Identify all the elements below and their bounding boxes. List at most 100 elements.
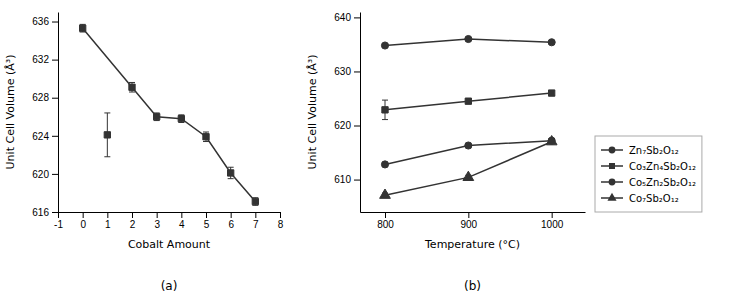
marker (381, 161, 388, 168)
series (104, 113, 110, 157)
tick-mark (58, 212, 59, 218)
tick-label: 620 (32, 169, 49, 180)
panel: 800 900 1000 610 620 630 640 Temperature (°C) Un… (306, 12, 586, 293)
tick: 0 (80, 212, 86, 230)
tick-mark (52, 136, 58, 137)
marker (463, 171, 474, 180)
x-axis: -1012345678 (54, 212, 284, 230)
error-bar (203, 132, 209, 142)
tick: 632 (32, 54, 58, 65)
tick-label: 636 (32, 16, 49, 27)
tick-mark (552, 212, 553, 218)
marker (548, 39, 555, 46)
error-bar (129, 82, 135, 92)
y-axis-title: Unit Cell Volume (Å³) (306, 55, 319, 170)
tick-label: 6 (228, 219, 234, 230)
legend-entry: Zn₇Sb₂O₁₂ (601, 145, 679, 156)
tick: 640 (334, 12, 360, 23)
y-axis: 616620624628632636 (32, 13, 58, 218)
error-bar (382, 100, 388, 119)
marker (129, 84, 135, 90)
marker (465, 35, 472, 42)
tick-mark (52, 98, 58, 99)
error-bar (178, 115, 184, 123)
tick-mark (181, 212, 182, 218)
tick-mark (107, 212, 108, 218)
tick-mark (354, 180, 360, 181)
tick-mark (280, 212, 281, 218)
tick: 620 (334, 120, 360, 131)
tick: 5 (204, 212, 210, 230)
error-bar (80, 24, 86, 32)
tick: -1 (54, 212, 63, 230)
tick: 610 (334, 174, 360, 185)
panel: -1012345678616620624628632636Cobalt Amou… (4, 13, 284, 294)
series (380, 136, 557, 199)
marker (546, 136, 557, 145)
error-bar (252, 198, 258, 206)
tick-label: 8 (278, 219, 284, 230)
line (385, 142, 552, 196)
legend-label: Co₅Zn₂Sb₂O₁₂ (629, 177, 696, 188)
tick-label: 620 (334, 120, 351, 131)
error-bar (154, 113, 160, 121)
series (382, 90, 555, 120)
tick-mark (385, 212, 386, 218)
legend-label: Co₇Sb₂O₁₂ (629, 193, 679, 204)
tick-label: -1 (54, 219, 63, 230)
marker (465, 98, 471, 104)
tick-label: 4 (179, 219, 185, 230)
tick-mark (52, 60, 58, 61)
tick-label: 5 (204, 219, 210, 230)
tick-mark (52, 212, 58, 213)
tick-mark (231, 212, 232, 218)
tick: 7 (253, 212, 259, 230)
tick-mark (132, 212, 133, 218)
tick: 1 (105, 212, 111, 230)
tick-label: 616 (32, 207, 49, 218)
marker (382, 107, 388, 113)
x-axis-title: Temperature (°C) (424, 238, 520, 251)
tick: 630 (334, 66, 360, 77)
tick-mark (83, 212, 84, 218)
tick-label: 630 (334, 66, 351, 77)
tick: 620 (32, 169, 58, 180)
marker (178, 116, 184, 122)
y-axis-title: Unit Cell Volume (Å³) (4, 55, 17, 170)
tick-mark (52, 174, 58, 175)
tick: 800 (377, 212, 394, 230)
marker (381, 42, 388, 49)
marker (154, 114, 160, 120)
tick-mark (52, 22, 58, 23)
tick-label: 610 (334, 174, 351, 185)
marker (549, 90, 555, 96)
tick-label: 900 (460, 219, 477, 230)
x-axis-title: Cobalt Amount (128, 238, 211, 251)
legend-frame (595, 136, 702, 212)
series (381, 137, 555, 168)
tick-label: 628 (32, 92, 49, 103)
tick-label: 0 (80, 219, 86, 230)
tick-label: 640 (334, 12, 351, 23)
series (381, 35, 555, 49)
legend-entry: Co₇Sb₂O₁₂ (601, 193, 679, 204)
tick-mark (468, 212, 469, 218)
tick: 4 (179, 212, 185, 230)
figure: -1012345678616620624628632636Cobalt Amou… (0, 0, 741, 298)
marker (380, 189, 391, 198)
tick: 628 (32, 92, 58, 103)
tick-mark (354, 126, 360, 127)
tick: 3 (154, 212, 160, 230)
marker (465, 142, 472, 149)
tick-label: 3 (154, 219, 160, 230)
tick-label: 1000 (541, 219, 564, 230)
tick: 6 (228, 212, 234, 230)
tick-mark (354, 17, 360, 18)
y-axis: 610 620 630 640 (334, 12, 360, 212)
axis-line (360, 13, 361, 213)
tick-mark (354, 71, 360, 72)
legend-marker (607, 193, 616, 201)
tick: 636 (32, 16, 58, 27)
axis-line (58, 13, 59, 213)
error-bar (104, 113, 110, 157)
